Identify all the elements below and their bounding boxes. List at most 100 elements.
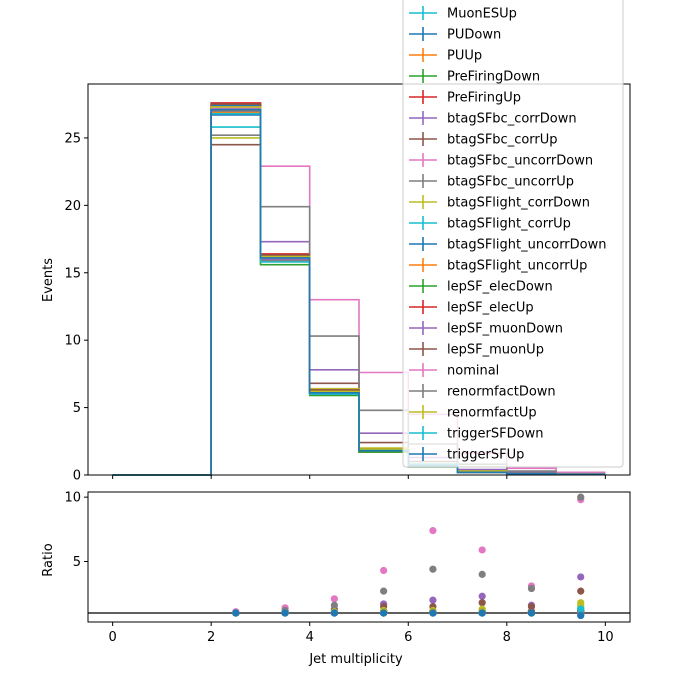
ratio-point-triggerSFUp: [281, 609, 289, 617]
ratio-point-btagSFbc_corrUp: [478, 599, 486, 607]
legend-label: PUUp: [447, 49, 482, 64]
legend-entry-btagSFbc_corrDown: btagSFbc_corrDown: [409, 111, 577, 127]
events-y-ticks: 0 5 10 15 20 25: [64, 131, 88, 484]
ratio-point-btagSFbc_uncorrDown: [478, 546, 486, 554]
x-tick-label: 10: [597, 630, 614, 645]
ratio-y-axis-label: Ratio: [41, 543, 56, 576]
events-y-tick-label: 10: [64, 334, 81, 349]
events-y-tick-label: 20: [64, 199, 81, 214]
ratio-point-btagSFbc_corrDown: [429, 596, 437, 604]
legend: MuonESUp PUDown PUUp PreFiringDown PreFiring…: [402, 0, 624, 468]
events-y-tick-label: 15: [64, 266, 81, 281]
legend-entry-PUDown: PUDown: [409, 27, 501, 43]
legend-entry-btagSFlight_uncorrDown: btagSFlight_uncorrDown: [409, 237, 607, 253]
legend-label: btagSFbc_uncorrDown: [447, 154, 593, 169]
events-y-axis-label: Events: [41, 258, 56, 302]
x-tick-label: 4: [306, 630, 314, 645]
legend-label: btagSFbc_corrUp: [447, 133, 558, 148]
legend-entry-MuonESUp: MuonESUp: [409, 6, 517, 22]
ratio-point-btagSFbc_corrUp: [577, 587, 585, 595]
legend-label: btagSFlight_corrDown: [447, 196, 590, 211]
legend-label: btagSFbc_corrDown: [447, 112, 577, 127]
ratio-panel: 0 2 4 6 8 10 5 10 Ratio Jet multiplicity: [41, 491, 631, 667]
ratio-point-triggerSFUp: [478, 609, 486, 617]
legend-entry-renormfactUp: renormfactUp: [409, 405, 537, 421]
legend-entry-renormfactDown: renormfactDown: [409, 384, 556, 400]
legend-label: renormfactDown: [447, 385, 556, 400]
legend-label: btagSFbc_uncorrUp: [447, 175, 574, 190]
ratio-point-btagSFbc_uncorrDown: [330, 595, 338, 603]
legend-box: [402, 0, 624, 468]
ratio-point-triggerSFUp: [330, 609, 338, 617]
legend-label: triggerSFUp: [447, 448, 524, 463]
legend-label: triggerSFDown: [447, 427, 543, 442]
ratio-point-triggerSFUp: [527, 609, 536, 617]
legend-entry-btagSFlight_uncorrUp: btagSFlight_uncorrUp: [409, 258, 587, 274]
x-tick-label: 0: [108, 630, 116, 645]
legend-entry-lepSF_muonUp: lepSF_muonUp: [409, 342, 544, 358]
legend-entry-btagSFbc_uncorrUp: btagSFbc_uncorrUp: [409, 174, 574, 190]
legend-entry-btagSFlight_corrUp: btagSFlight_corrUp: [409, 216, 571, 232]
legend-entry-PUUp: PUUp: [409, 48, 482, 64]
legend-entry-PreFiringDown: PreFiringDown: [409, 69, 540, 85]
events-y-tick-label: 25: [64, 131, 81, 146]
x-tick-label: 6: [404, 630, 412, 645]
legend-label: PreFiringDown: [447, 70, 540, 85]
ratio-point-btagSFbc_corrDown: [577, 573, 585, 581]
legend-items: MuonESUp PUDown PUUp PreFiringDown PreFiring…: [409, 6, 607, 463]
legend-entry-PreFiringUp: PreFiringUp: [409, 90, 521, 106]
legend-label: btagSFlight_uncorrDown: [447, 238, 607, 253]
ratio-points-group: [232, 493, 585, 620]
ratio-point-btagSFbc_uncorrDown: [429, 527, 437, 535]
ratio-point-btagSFbc_uncorrUp: [577, 493, 585, 501]
events-x-ticks: [112, 475, 606, 479]
series-line-triggerSFUp: [112, 108, 606, 476]
events-y-tick-label: 0: [73, 469, 81, 484]
legend-label: nominal: [447, 364, 499, 379]
legend-entry-triggerSFDown: triggerSFDown: [409, 426, 543, 442]
legend-label: renormfactUp: [447, 406, 537, 421]
legend-label: lepSF_muonUp: [447, 343, 544, 358]
x-tick-label: 8: [503, 630, 511, 645]
legend-label: MuonESUp: [447, 7, 517, 22]
events-y-tick-label: 5: [73, 401, 81, 416]
legend-entry-nominal: nominal: [409, 363, 499, 379]
x-axis-label: Jet multiplicity: [308, 652, 403, 667]
legend-label: PreFiringUp: [447, 91, 521, 106]
legend-entry-triggerSFUp: triggerSFUp: [409, 447, 524, 463]
ratio-point-btagSFbc_uncorrUp: [330, 601, 338, 609]
x-tick-label: 2: [207, 630, 215, 645]
ratio-point-triggerSFDown: [577, 605, 585, 613]
ratio-y-tick-label: 5: [73, 555, 81, 570]
ratio-point-btagSFbc_corrUp: [527, 602, 536, 611]
legend-label: btagSFlight_corrUp: [447, 217, 571, 232]
ratio-point-btagSFbc_corrDown: [478, 592, 486, 600]
ratio-x-ticks: 0 2 4 6 8 10: [108, 622, 614, 645]
ratio-point-btagSFbc_uncorrDown: [380, 566, 388, 575]
legend-label: lepSF_muonDown: [447, 322, 563, 337]
events-series-group: [112, 102, 606, 476]
legend-entry-btagSFbc_uncorrDown: btagSFbc_uncorrDown: [409, 153, 593, 169]
ratio-point-btagSFbc_uncorrUp: [380, 587, 388, 595]
ratio-point-btagSFbc_uncorrUp: [478, 570, 486, 578]
ratio-point-btagSFbc_uncorrUp: [429, 565, 437, 573]
legend-label: btagSFlight_uncorrUp: [447, 259, 587, 274]
ratio-point-btagSFbc_uncorrUp: [527, 584, 536, 593]
legend-entry-lepSF_muonDown: lepSF_muonDown: [409, 321, 563, 337]
legend-label: lepSF_elecDown: [447, 280, 553, 295]
ratio-plot-area: [88, 492, 630, 622]
ratio-plot-frame: [87, 491, 631, 623]
ratio-y-ticks: 5 10: [64, 491, 88, 570]
legend-entry-lepSF_elecDown: lepSF_elecDown: [409, 279, 553, 295]
legend-entry-btagSFlight_corrDown: btagSFlight_corrDown: [409, 195, 590, 211]
ratio-y-tick-label: 10: [64, 491, 81, 506]
ratio-point-triggerSFUp: [429, 609, 437, 617]
ratio-point-triggerSFUp: [380, 609, 388, 617]
ratio-point-triggerSFUp: [232, 609, 240, 617]
legend-entry-lepSF_elecUp: lepSF_elecUp: [409, 300, 534, 316]
legend-label: lepSF_elecUp: [447, 301, 534, 316]
events-plot-frame: [87, 83, 631, 476]
legend-label: PUDown: [447, 28, 501, 43]
legend-entry-btagSFbc_corrUp: btagSFbc_corrUp: [409, 132, 558, 148]
